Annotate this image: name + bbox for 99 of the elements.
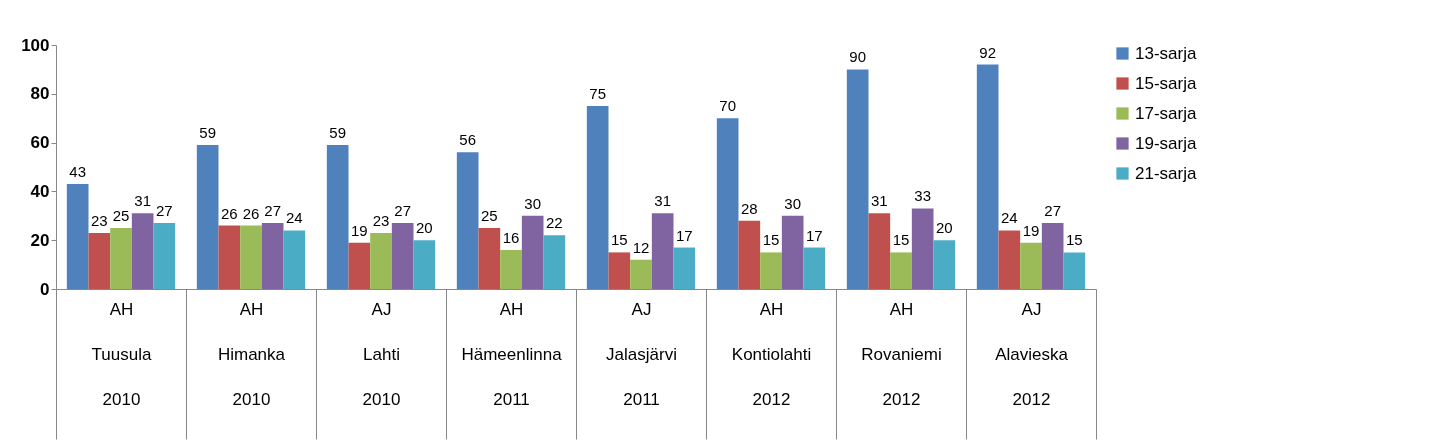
data-label: 24 [1000,209,1018,227]
bar [110,228,132,289]
bar [66,184,89,289]
bar [131,213,154,289]
data-label: 23 [372,211,390,229]
bar [673,247,696,289]
bar [283,230,306,289]
bar [521,215,544,289]
data-label: 26 [220,204,238,222]
data-label: 31 [134,192,152,210]
bar [781,215,804,289]
data-label: 92 [979,43,997,61]
bar [933,240,956,289]
data-label: 75 [589,85,607,102]
y-tick-label: 20 [30,230,50,250]
category-label: AH Himanka 2010 [217,299,286,409]
data-label: 15 [892,231,910,249]
data-label: 17 [805,226,823,244]
bar [803,247,826,289]
data-label: 26 [242,204,260,222]
data-label: 31 [870,192,888,210]
bar [1020,242,1042,289]
data-label: 19 [350,221,368,239]
category-label: AH Hämeenlinna 2011 [461,299,562,409]
category-label: AH Tuusula 2010 [91,299,152,409]
bar [890,252,912,289]
bar [716,118,739,289]
data-label: 25 [480,207,498,224]
bar [998,230,1021,289]
bar [196,145,219,289]
bar [218,225,241,289]
data-label: 16 [502,228,520,246]
data-label: 27 [155,202,173,220]
bar [456,152,479,289]
data-label: 23 [90,211,108,229]
bar [413,240,436,289]
data-label: 30 [784,194,802,212]
bar [586,106,609,289]
data-label: 90 [849,48,867,66]
bar [153,223,176,289]
data-label: 15 [1065,231,1083,249]
data-label: 59 [199,124,217,142]
data-label: 27 [394,202,412,220]
data-label: 70 [719,97,737,115]
bar [651,213,674,289]
bar [240,225,262,289]
category-label: AJ Lahti 2010 [362,299,401,409]
legend-label: 15-sarja [1135,73,1197,93]
data-label: 15 [610,231,628,249]
bar [1063,252,1086,289]
bar [326,145,349,289]
y-tick-label: 0 [40,279,50,299]
legend-label: 13-sarja [1135,43,1197,63]
bar [976,64,999,289]
data-label: 20 [935,219,953,237]
category-label: AH Kontiolahti 2012 [731,299,812,409]
data-label: 20 [415,219,433,237]
data-label: 12 [632,238,650,256]
data-label: 31 [654,192,672,210]
data-label: 24 [285,209,303,227]
bar [868,213,891,289]
legend-label: 19-sarja [1135,133,1197,153]
legend-label: 17-sarja [1135,103,1197,123]
bar [348,242,371,289]
bar [630,259,652,289]
bar [261,223,284,289]
data-label: 30 [524,194,542,212]
y-tick-label: 100 [21,35,50,55]
y-tick-label: 60 [30,133,50,153]
data-label: 25 [112,207,130,224]
y-tick-label: 80 [30,84,50,104]
bar [370,232,392,289]
data-label: 56 [459,131,477,149]
data-label: 27 [264,202,282,220]
data-label: 15 [762,231,780,249]
bar [608,252,631,289]
category-label: AJ Alavieska 2012 [995,299,1068,409]
bar [911,208,934,289]
bar [88,232,111,289]
bar [846,69,869,289]
bar [478,228,501,289]
bar [391,223,414,289]
data-label: 43 [69,163,87,181]
data-label: 19 [1022,221,1040,239]
bar [738,220,761,289]
category-label: AJ Jalasjärvi 2011 [606,299,677,409]
data-label: 28 [740,199,758,217]
data-label: 17 [675,226,693,244]
category-label: AH Rovaniemi 2012 [861,299,942,409]
data-label: 59 [329,124,347,142]
data-label: 22 [545,214,563,232]
data-label: 33 [914,187,932,205]
bar [500,249,522,289]
bar [760,252,782,289]
bar [1041,223,1064,289]
bar [543,235,566,289]
data-label: 27 [1044,202,1062,220]
y-tick-label: 40 [30,181,50,201]
legend-label: 21-sarja [1135,163,1197,183]
